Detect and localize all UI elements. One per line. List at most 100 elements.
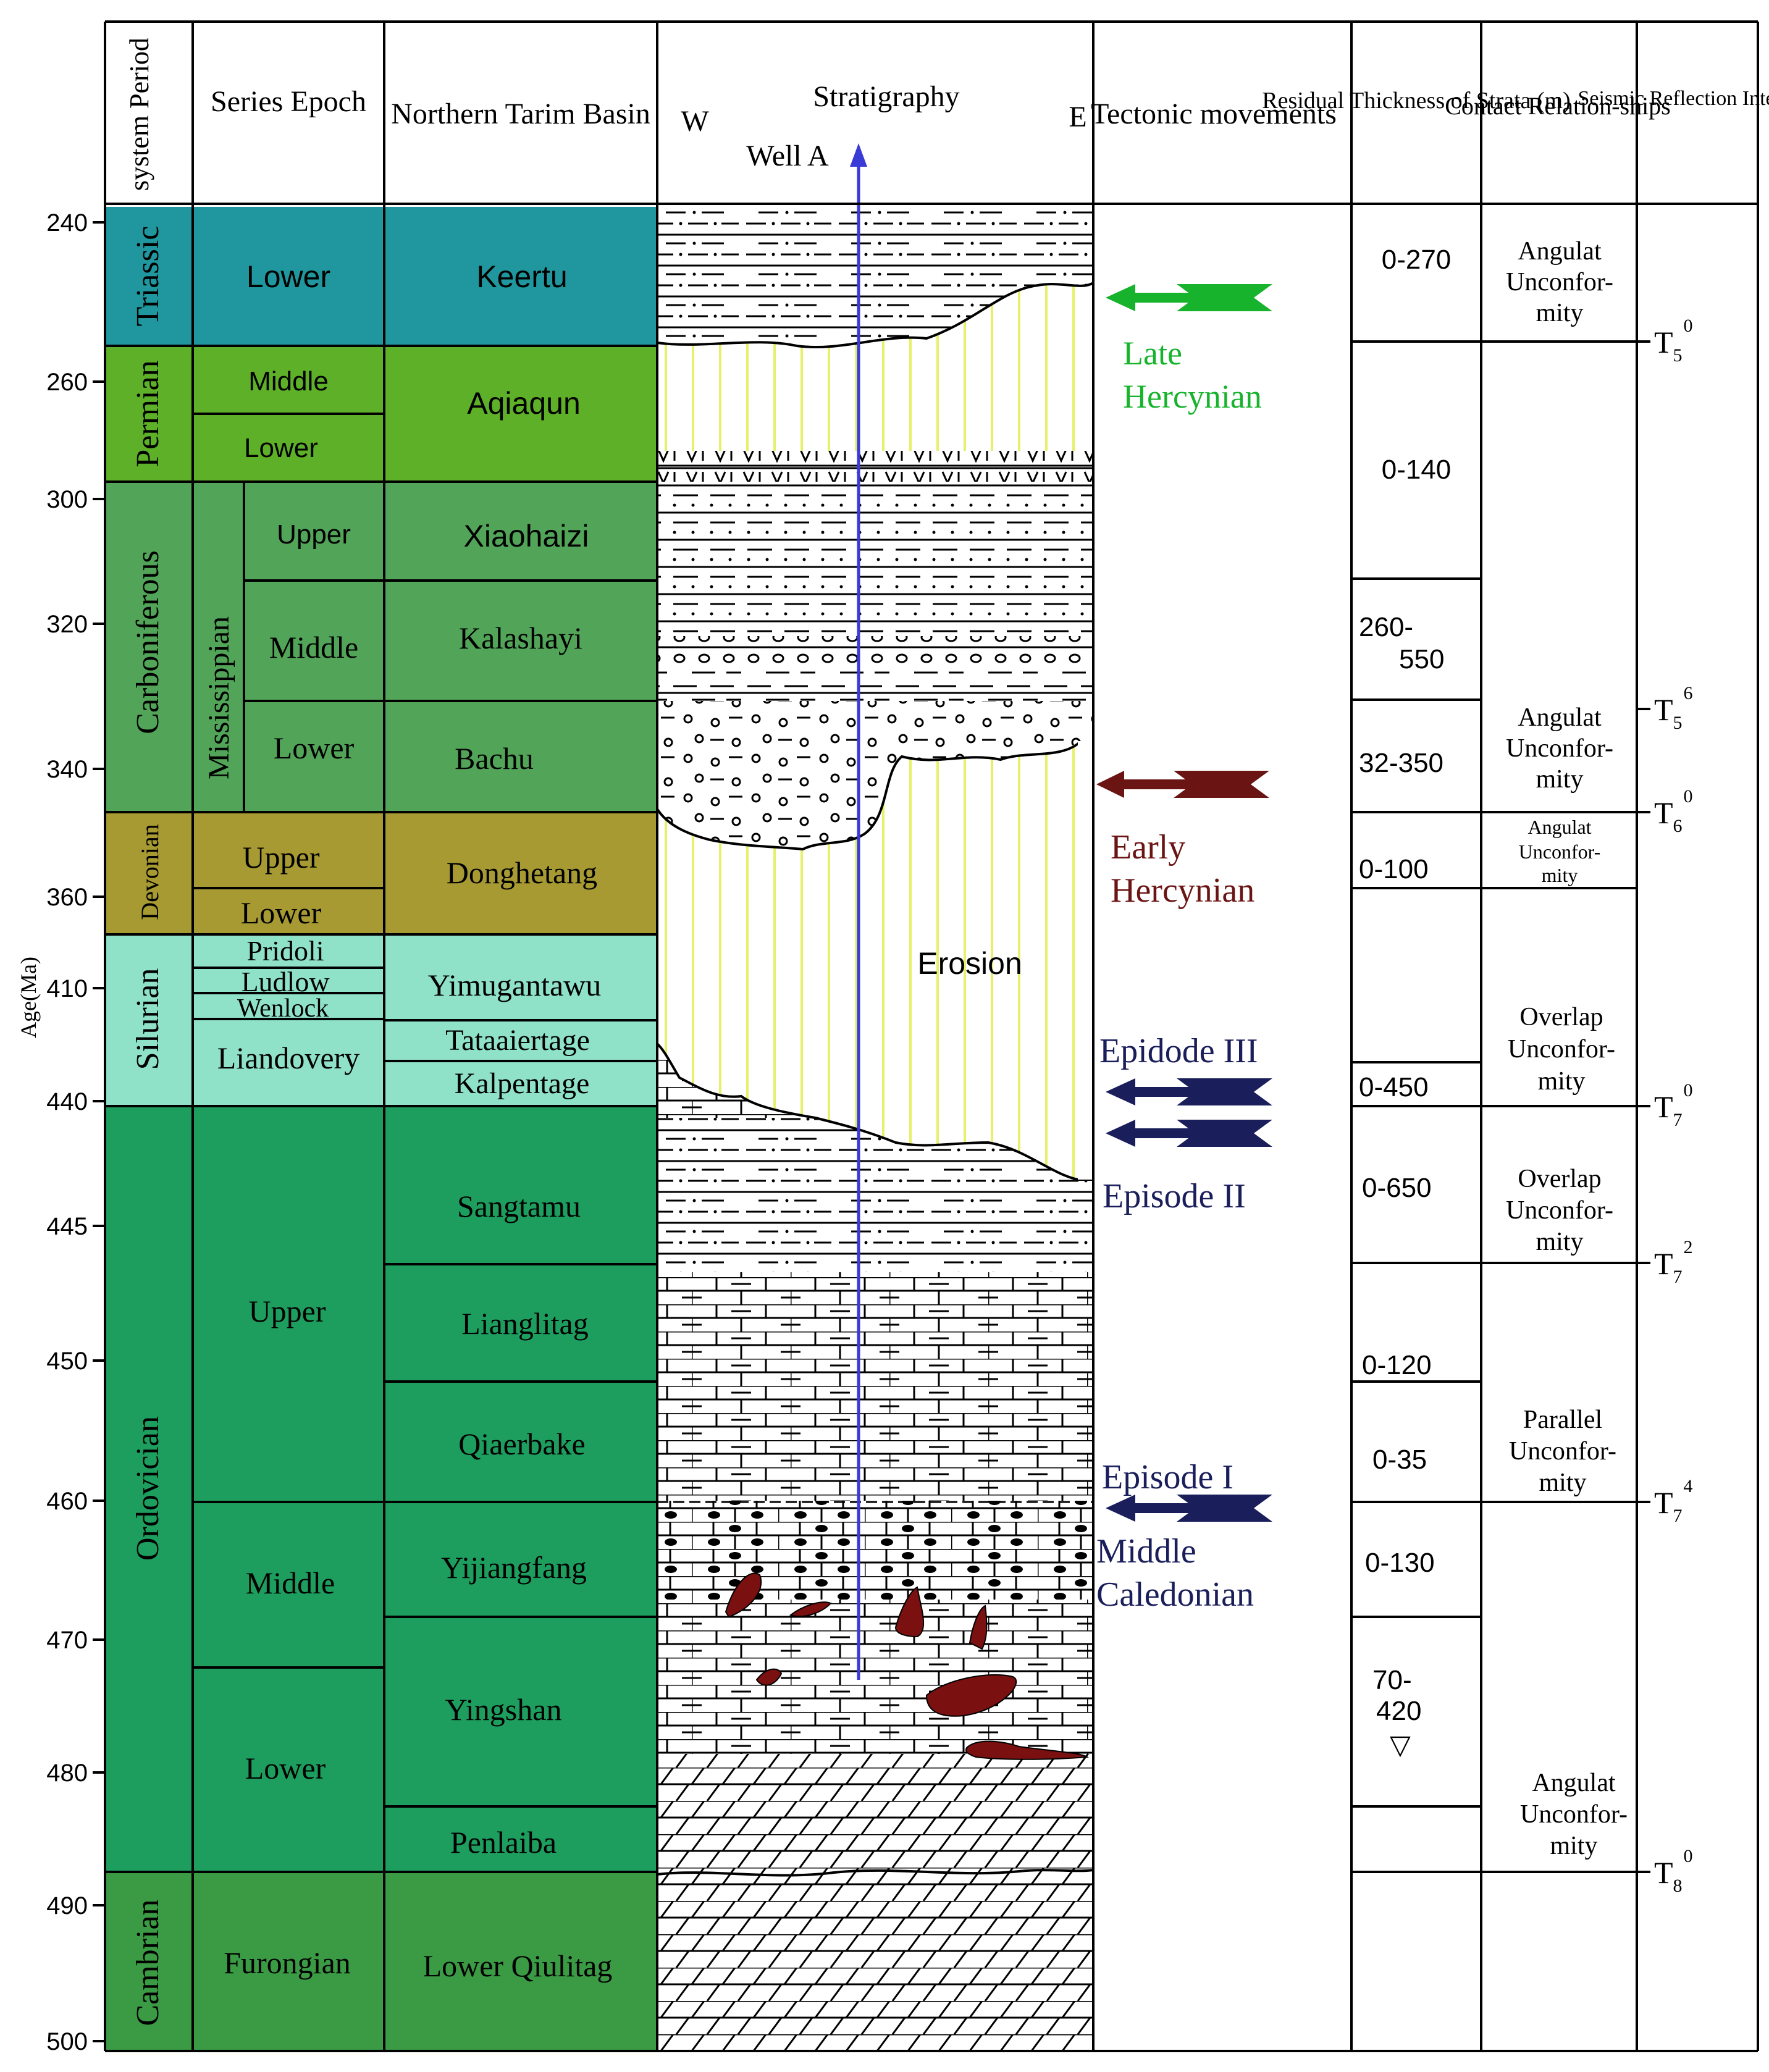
formation-label: Keertu xyxy=(476,259,567,294)
header-row: system Period Series Epoch Northern Tari… xyxy=(124,38,1769,191)
age-axis: 240 260 300 320 340 360 410 440 445 450 460 470 480 4… xyxy=(16,204,106,2055)
age-tick-label: 470 xyxy=(46,1627,88,1654)
contact-c7: Angulat Unconfor-mity xyxy=(1520,1769,1628,1860)
episode-iii-arrow xyxy=(1106,1078,1272,1105)
period-triassic-cell xyxy=(105,207,193,346)
period-labels: Triassic Permian Carboniferous Devonian … xyxy=(130,226,166,2026)
lith-dolomite xyxy=(657,1754,1093,2051)
header-basin: Northern Tarim Basin xyxy=(391,98,650,130)
well-a-arrowhead xyxy=(850,143,867,167)
thickness-column: 0-270 0-140 260- 550 32-350 0-100 0-450 … xyxy=(1359,245,1451,1760)
formation-cell xyxy=(384,346,657,482)
epoch-label: Lower xyxy=(244,433,318,463)
formation-label: Yijiangfang xyxy=(441,1550,587,1585)
episode-i-label: Episode I xyxy=(1102,1458,1233,1496)
age-tick-label: 340 xyxy=(46,756,88,783)
cave-fragment xyxy=(789,1601,832,1617)
lith-pebbly-bachu xyxy=(657,701,1093,849)
epoch-label: Lower xyxy=(241,895,322,930)
erosion-bottom-fill xyxy=(1078,741,1093,1180)
header-thickness: Residual Thickness of Strata (m) xyxy=(1262,88,1571,114)
epoch-label: Lower xyxy=(246,259,330,294)
lith-mud-xiaohaizi xyxy=(657,482,1093,581)
middle-caledonian-label: Middle xyxy=(1096,1532,1196,1571)
age-tick-label: 500 xyxy=(46,2028,88,2055)
header-period: system Period xyxy=(124,38,154,191)
lithology-column xyxy=(656,143,1095,2051)
epoch-label: Middle xyxy=(248,366,329,396)
thickness-triangle-icon: ▽ xyxy=(1390,1730,1411,1760)
middle-caledonian-label: Caledonian xyxy=(1096,1575,1254,1614)
late-hercynian-arrow xyxy=(1106,284,1272,311)
formation-label: Xiaohaizi xyxy=(464,519,589,553)
thickness-value: 550 xyxy=(1399,644,1444,674)
epoch-cell xyxy=(193,1106,384,1872)
age-tick-label: 410 xyxy=(46,975,88,1002)
age-tick-label: 445 xyxy=(46,1213,88,1240)
thickness-value: 0-270 xyxy=(1382,245,1452,275)
period-carboniferous-cell xyxy=(105,482,193,812)
epoch-label: Lower xyxy=(274,731,355,765)
period-label-devonian: Devonian xyxy=(136,824,164,920)
formation-label: Aqiaqun xyxy=(467,386,581,421)
formation-label: Sangtamu xyxy=(457,1189,581,1223)
epoch-labels: Lower Middle Lower Mississippian Upper M… xyxy=(203,259,359,1980)
episode-ii-arrow xyxy=(1106,1120,1272,1147)
epoch-label: Wenlock xyxy=(237,994,329,1023)
seismic-interface-label: T70 xyxy=(1654,1080,1693,1130)
erosion-label: Erosion xyxy=(917,946,1022,981)
period-silurian-cell xyxy=(105,934,193,1106)
period-label-silurian: Silurian xyxy=(130,968,166,1070)
age-tick-label: 490 xyxy=(46,1892,88,1919)
contact-c6: Parallel Unconfor-mity xyxy=(1509,1406,1616,1497)
seismic-interface-label: T60 xyxy=(1654,786,1693,836)
epoch-cell xyxy=(193,207,384,346)
cave-fragment xyxy=(925,1674,1017,1717)
late-hercynian-label: Hercynian xyxy=(1123,378,1262,415)
seismic-interface-label: T50 xyxy=(1654,316,1693,366)
late-hercynian-label: Late xyxy=(1123,335,1182,372)
formation-label: Yingshan xyxy=(445,1692,562,1727)
header-contact: Contact Relation-ships xyxy=(1445,92,1671,120)
age-tick-label: 440 xyxy=(46,1088,88,1115)
header-seismic: Seismic Reflection Interface xyxy=(1578,87,1769,110)
age-tick-label: 450 xyxy=(46,1348,88,1375)
formation-cell xyxy=(384,207,657,346)
header-epoch: Series Epoch xyxy=(211,85,366,118)
table-grid xyxy=(104,20,1759,2052)
header-east: E xyxy=(1069,101,1086,133)
epoch-label: Middle xyxy=(246,1566,335,1600)
epoch-label: Upper xyxy=(249,1294,326,1328)
period-devonian-cell xyxy=(105,812,193,934)
age-tick-label: 460 xyxy=(46,1488,88,1515)
formation-label: Qiaerbake xyxy=(458,1427,585,1461)
formation-label: Kalpentage xyxy=(455,1067,590,1100)
cave-fragment xyxy=(965,1740,1089,1760)
erosion-area-permian xyxy=(657,283,1093,451)
thickness-value: 0-140 xyxy=(1382,455,1452,485)
epoch-label: Furongian xyxy=(224,1945,351,1980)
lith-limestone xyxy=(657,1272,1093,1501)
epoch-label: Ludlow xyxy=(241,966,330,997)
episode-iii-unconformity xyxy=(656,1042,1093,1181)
period-column xyxy=(105,207,193,2051)
epoch-cell xyxy=(193,1872,384,2051)
formation-cell xyxy=(384,812,657,934)
thickness-value: 0-650 xyxy=(1362,1173,1432,1203)
contact-c3: Angulat Unconfor-mity xyxy=(1519,816,1601,886)
period-label-ordovician: Ordovician xyxy=(130,1416,166,1561)
formation-column xyxy=(384,207,657,2051)
cave-fragment xyxy=(755,1668,783,1686)
header-well-label: Well A xyxy=(746,140,829,172)
age-tick-label: 480 xyxy=(46,1760,88,1787)
period-permian-cell xyxy=(105,346,193,482)
early-hercynian-arrow xyxy=(1096,771,1269,798)
epoch-label: Pridoli xyxy=(246,935,324,967)
episode-ii-label: Episode II xyxy=(1103,1177,1246,1215)
formation-label: Penlaiba xyxy=(450,1825,557,1860)
seismic-interface-label: T74 xyxy=(1654,1476,1693,1526)
epoch-label: Liandovery xyxy=(217,1041,359,1075)
formation-label: Kalashayi xyxy=(459,621,582,655)
formation-label: Lianglitag xyxy=(461,1306,589,1341)
